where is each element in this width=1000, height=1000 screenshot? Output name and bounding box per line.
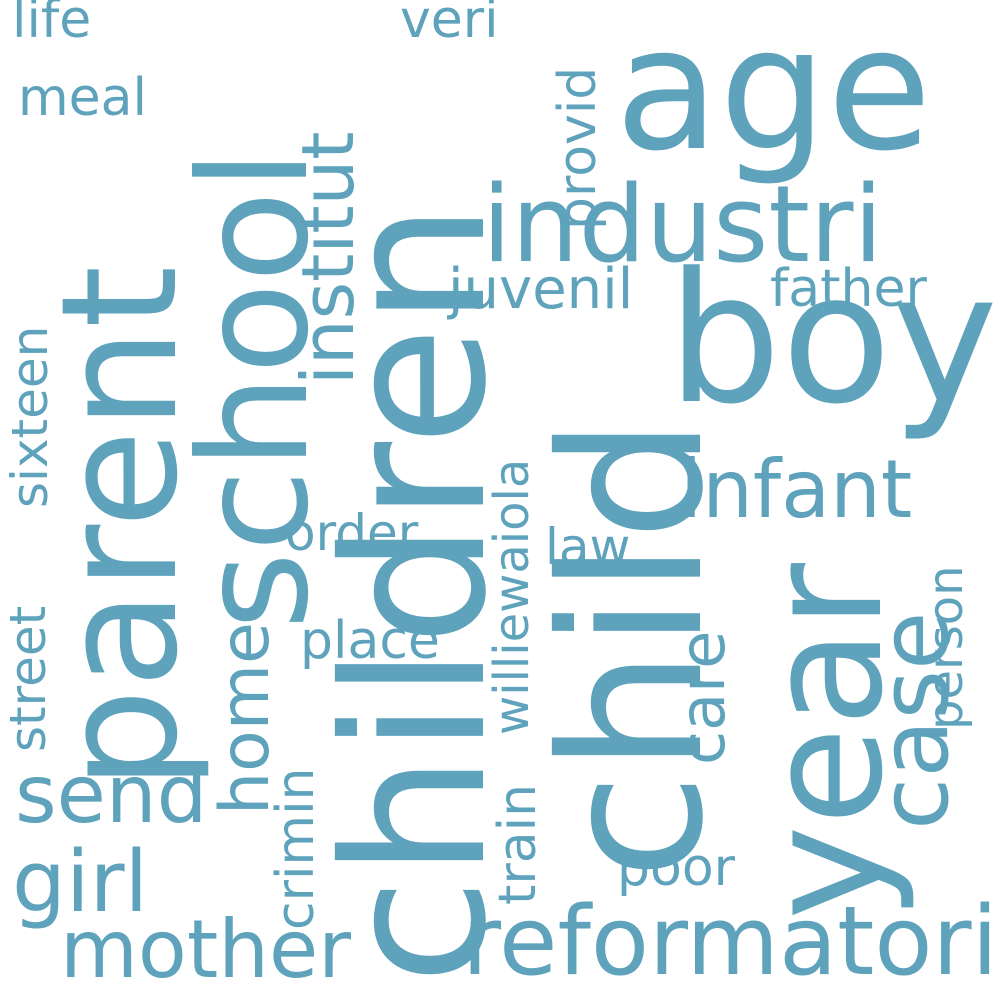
- word-law: law: [545, 518, 631, 576]
- word-order: order: [285, 504, 419, 562]
- word-institut: institut: [286, 131, 370, 385]
- word-williewaiola: williewaiola: [484, 458, 540, 735]
- word-street: street: [0, 605, 57, 752]
- word-age: age: [615, 0, 932, 189]
- word-girl: girl: [12, 833, 149, 932]
- word-reformatori: reformatori: [462, 887, 998, 997]
- word-father: father: [770, 259, 927, 319]
- word-person: person: [918, 565, 974, 730]
- word-place: place: [300, 611, 440, 671]
- word-send: send: [15, 748, 208, 841]
- word-meal: meal: [18, 68, 147, 128]
- word-boy: boy: [667, 235, 998, 444]
- word-life: life: [12, 0, 92, 50]
- word-juvenil: juvenil: [448, 257, 634, 322]
- word-care: care: [666, 630, 739, 765]
- word-infant: infant: [680, 443, 913, 536]
- word-sixteen: sixteen: [1, 325, 59, 508]
- word-mother: mother: [60, 903, 352, 996]
- word-industri: industri: [482, 163, 883, 286]
- word-poor: poor: [617, 838, 736, 898]
- word-veri: veri: [400, 0, 499, 50]
